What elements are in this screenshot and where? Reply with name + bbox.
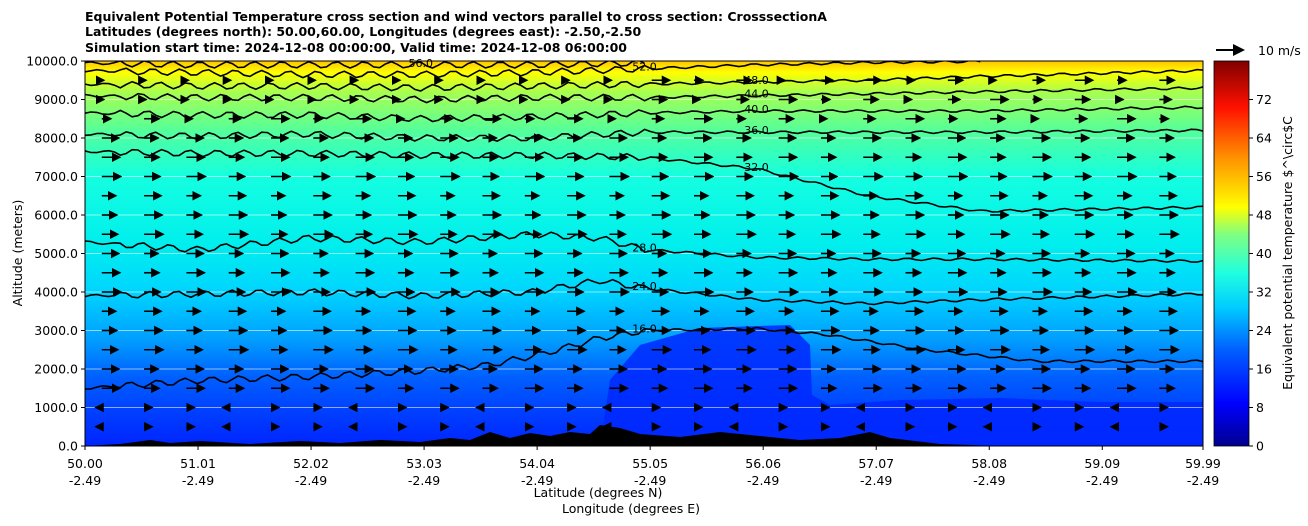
contour-label: 36.0 [744, 124, 769, 137]
y-tick-label: 4000.0 [34, 285, 78, 300]
terrain [85, 425, 1000, 446]
x-tick-label-lat: 58.08 [971, 456, 1007, 471]
y-axis: 0.0 1000.0 2000.0 3000.0 4000.0 5000.0 6000.0 7… [26, 54, 85, 454]
colorbar-tick-label: 64 [1256, 131, 1272, 146]
y-tick-label: 9000.0 [34, 92, 78, 107]
chart-title-line-3: Simulation start time: 2024-12-08 00:00:… [85, 40, 627, 55]
contour-line-28.0 [85, 230, 1203, 263]
x-tick-label-lat: 50.00 [67, 456, 103, 471]
x-tick-label-lat: 56.06 [745, 456, 781, 471]
colorbar-tick-label: 56 [1256, 169, 1272, 184]
contour-label: 28.0 [632, 242, 657, 255]
x-tick-label-lon: -2.49 [408, 473, 440, 488]
y-tick-label: 0.0 [58, 439, 78, 454]
colorbar-tick-label: 8 [1256, 400, 1264, 415]
chart-title-line-1: Equivalent Potential Temperature cross s… [85, 9, 827, 24]
contour-line-40.0 [85, 105, 1203, 123]
colorbar [1213, 60, 1250, 447]
colorbar-tick-label: 32 [1256, 285, 1272, 300]
contour-label: 24.0 [632, 280, 657, 293]
wind-vectors [94, 75, 1180, 432]
x-tick-label-lon: -2.49 [182, 473, 214, 488]
x-tick-label-lat: 51.01 [180, 456, 216, 471]
y-tick-label: 3000.0 [34, 323, 78, 338]
x-tick-label-lon: -2.49 [1086, 473, 1118, 488]
colorbar-label: Equivalent potential temperature $^\circ… [1280, 116, 1295, 390]
y-axis-label: Altitude (meters) [10, 200, 25, 307]
x-tick-label-lon: -2.49 [634, 473, 666, 488]
contour-label: 40.0 [744, 103, 769, 116]
contour-line-24.0 [85, 278, 1203, 306]
x-tick-label-lat: 59.09 [1084, 456, 1120, 471]
y-tick-label: 6000.0 [34, 208, 78, 223]
x-tick-label-lon: -2.49 [860, 473, 892, 488]
x-tick-label-lat: 55.05 [632, 456, 668, 471]
y-tick-label: 2000.0 [34, 362, 78, 377]
y-tick-label: 1000.0 [34, 400, 78, 415]
x-tick-label-lat: 57.07 [858, 456, 894, 471]
contour-label: 52.0 [632, 61, 657, 74]
x-axis-label-latitude: Latitude (degrees N) [534, 485, 663, 500]
colorbar-tick-label: 72 [1256, 92, 1272, 107]
colorbar-ticks: 0 8 16 24 32 40 48 56 64 72 [1249, 92, 1272, 454]
contour-line-36.0 [85, 128, 1203, 142]
y-tick-label: 5000.0 [34, 246, 78, 261]
x-tick-label-lat: 54.04 [519, 456, 555, 471]
contour-label: 56.0 [408, 57, 433, 70]
colorbar-tick-label: 16 [1256, 362, 1272, 377]
x-tick-label-lon: -2.49 [747, 473, 779, 488]
x-tick-label-lon: -2.49 [69, 473, 101, 488]
plot-area [85, 61, 1203, 446]
x-tick-label-lon: -2.49 [1187, 473, 1219, 488]
contour-line-16.0 [85, 326, 1203, 390]
chart-title-line-2: Latitudes (degrees north): 50.00,60.00, … [85, 24, 642, 39]
contour-lines [85, 61, 1203, 390]
x-tick-label-lon: -2.49 [521, 473, 553, 488]
x-tick-label-lon: -2.49 [973, 473, 1005, 488]
low-theta-core [600, 325, 1203, 446]
y-tick-label: 10000.0 [26, 54, 78, 69]
contour-label: 44.0 [744, 88, 769, 101]
contour-label: 16.0 [632, 323, 657, 336]
y-tick-label: 8000.0 [34, 131, 78, 146]
contour-label: 32.0 [744, 161, 769, 174]
x-tick-label-lat: 59.99 [1185, 456, 1221, 471]
x-tick-label-lat: 52.02 [293, 456, 329, 471]
x-axis: 50.00 -2.49 51.01 -2.49 52.02 -2.49 53.03 -2.49… [67, 446, 1221, 488]
contour-line-52.0 [85, 61, 981, 79]
colorbar-tick-label: 40 [1256, 246, 1272, 261]
contour-labels: 16.0 24.0 28.0 32.0 36.0 40.0 44.048.0 52.0 56.0 [408, 57, 769, 336]
x-axis-label-longitude: Longitude (degrees E) [562, 501, 700, 516]
quiver-key-label: 10 m/s [1258, 43, 1301, 58]
contour-label: 48.0 [744, 74, 769, 87]
x-tick-label-lon: -2.49 [295, 473, 327, 488]
colorbar-tick-label: 0 [1256, 439, 1264, 454]
contour-line-32.0 [85, 148, 1203, 213]
colorbar-tick-label: 24 [1256, 323, 1272, 338]
contour-line-56.0 [85, 61, 645, 69]
x-tick-label-lat: 53.03 [406, 456, 442, 471]
colorbar-tick-label: 48 [1256, 208, 1272, 223]
y-tick-label: 7000.0 [34, 169, 78, 184]
